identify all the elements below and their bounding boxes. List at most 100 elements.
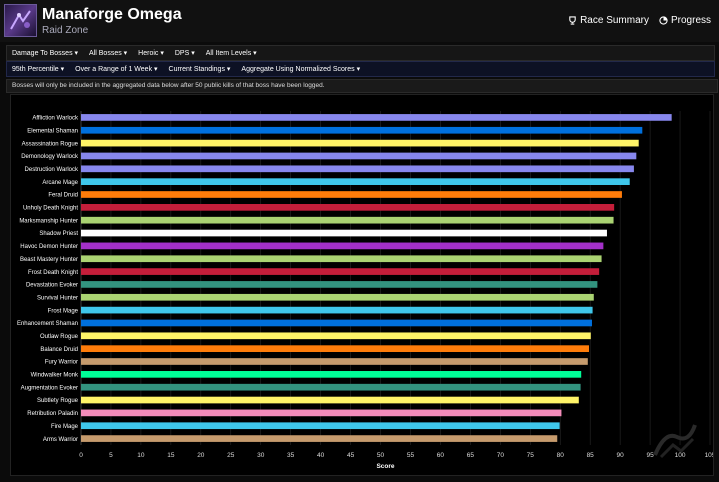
y-category-label: Havoc Demon Hunter	[20, 244, 78, 250]
race-summary-link[interactable]: Race Summary	[568, 15, 649, 26]
x-tick-label: 30	[257, 452, 265, 459]
x-tick-label: 105	[705, 452, 713, 459]
filter-metric-dropdown[interactable]: Damage To Bosses ▾	[12, 50, 79, 57]
x-tick-label: 50	[377, 452, 385, 459]
filter-standings-dropdown[interactable]: Current Standings ▾	[168, 66, 231, 73]
trophy-icon	[569, 16, 576, 25]
x-tick-label: 85	[587, 452, 595, 459]
bar	[81, 332, 591, 340]
filter-difficulty-dropdown[interactable]: Heroic ▾	[138, 50, 164, 57]
bar	[81, 409, 562, 417]
y-category-label: Arms Warrior	[43, 437, 78, 443]
bar	[81, 178, 630, 185]
y-category-label: Balance Druid	[40, 347, 78, 353]
bar	[81, 345, 589, 352]
y-category-label: Unholy Death Knight	[23, 206, 78, 212]
x-tick-label: 80	[557, 452, 565, 459]
x-tick-label: 25	[227, 452, 235, 459]
filter-bar-primary: Damage To Bosses ▾ All Bosses ▾ Heroic ▾…	[6, 45, 715, 61]
score-bar-chart: 0 5 10 15 20 25 30 35 40 45 50 55 60 65 70 75 80 85 90 95 10…	[17, 111, 713, 470]
y-category-label: Demonology Warlock	[21, 154, 79, 160]
bar	[81, 358, 588, 365]
y-category-label: Windwalker Monk	[31, 373, 79, 379]
bar	[81, 435, 558, 442]
bar	[81, 242, 604, 250]
x-tick-label: 0	[79, 452, 83, 459]
bar	[81, 191, 622, 198]
y-category-label: Augmentation Evoker	[21, 385, 78, 391]
zone-header: Manaforge Omega Raid Zone Race Summary P…	[0, 0, 719, 42]
bar	[81, 293, 594, 301]
y-category-label: Affliction Warlock	[32, 116, 79, 122]
y-category-label: Feral Druid	[48, 193, 78, 199]
bar	[81, 114, 672, 121]
bar	[81, 371, 582, 378]
y-category-label: Fire Mage	[51, 424, 79, 430]
x-tick-label: 60	[437, 452, 445, 459]
y-category-label: Survival Hunter	[37, 295, 78, 301]
filter-bosses-dropdown[interactable]: All Bosses ▾	[89, 50, 128, 57]
bar	[81, 204, 615, 211]
x-tick-label: 20	[197, 452, 205, 459]
bar	[81, 139, 639, 147]
filter-role-dropdown[interactable]: DPS ▾	[174, 50, 195, 57]
filter-percentile-dropdown[interactable]: 95th Percentile ▾	[12, 66, 65, 73]
notice-banner: Bosses will only be included in the aggr…	[6, 79, 718, 93]
y-category-label: Frost Mage	[48, 308, 79, 314]
zone-icon	[4, 4, 37, 37]
bar	[81, 281, 598, 288]
x-tick-label: 65	[467, 452, 475, 459]
x-tick-label: 90	[617, 452, 625, 459]
y-category-label: Enhancement Shaman	[17, 321, 78, 327]
bar	[81, 383, 581, 391]
x-tick-label: 70	[497, 452, 505, 459]
y-category-label: Outlaw Rogue	[40, 334, 79, 340]
progress-link[interactable]: Progress	[659, 15, 711, 26]
y-category-label: Shadow Priest	[39, 231, 78, 237]
page-subtitle: Raid Zone	[42, 25, 89, 36]
chart-panel: 0 5 10 15 20 25 30 35 40 45 50 55 60 65 70 75 80 85 90 95 10…	[10, 94, 714, 476]
race-summary-label: Race Summary	[580, 15, 649, 26]
y-category-label: Subtlety Rogue	[37, 398, 79, 404]
progress-label: Progress	[670, 15, 711, 26]
x-tick-label: 95	[646, 452, 654, 459]
x-tick-label: 10	[137, 452, 145, 459]
bar	[81, 126, 643, 134]
bar	[81, 165, 634, 173]
x-tick-label: 35	[287, 452, 295, 459]
y-category-label: Arcane Mage	[42, 180, 78, 186]
bar	[81, 152, 637, 160]
bar	[81, 422, 560, 430]
x-tick-label: 45	[347, 452, 355, 459]
x-tick-label: 55	[407, 452, 415, 459]
y-category-label: Retribution Paladin	[27, 411, 78, 417]
y-category-label: Marksmanship Hunter	[19, 218, 78, 224]
x-tick-label: 15	[167, 452, 175, 459]
bar	[81, 306, 593, 314]
x-tick-label: 40	[317, 452, 325, 459]
filter-bar-secondary: 95th Percentile ▾ Over a Range of 1 Week…	[6, 61, 715, 77]
progress-icon	[659, 16, 668, 25]
bar	[81, 319, 592, 327]
filter-range-dropdown[interactable]: Over a Range of 1 Week ▾	[75, 66, 158, 73]
filter-item-level-dropdown[interactable]: All Item Levels ▾	[205, 50, 257, 57]
y-category-label: Elemental Shaman	[27, 128, 78, 134]
page-title: Manaforge Omega	[42, 6, 182, 23]
watermark-logo-icon	[653, 424, 697, 459]
x-tick-label: 75	[527, 452, 535, 459]
y-category-label: Assassination Rogue	[22, 141, 79, 147]
y-category-label: Fury Warrior	[45, 360, 78, 366]
filter-aggregate-dropdown[interactable]: Aggregate Using Normalized Scores ▾	[241, 66, 361, 73]
x-axis-label: Score	[376, 463, 394, 470]
y-category-label: Beast Mastery Hunter	[20, 257, 78, 263]
bar	[81, 229, 607, 237]
bar	[81, 396, 579, 404]
bar	[81, 255, 602, 263]
x-tick-label: 100	[675, 452, 686, 459]
x-tick-label: 5	[109, 452, 113, 459]
bar	[81, 216, 614, 224]
bar	[81, 268, 600, 275]
y-category-label: Frost Death Knight	[28, 270, 78, 276]
y-category-label: Destruction Warlock	[25, 167, 79, 173]
y-category-label: Devastation Evoker	[26, 283, 78, 289]
